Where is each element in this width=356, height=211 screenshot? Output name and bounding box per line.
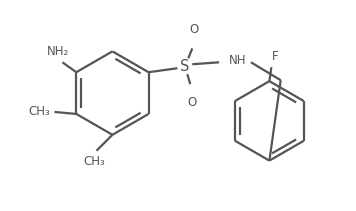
Text: O: O bbox=[188, 96, 197, 109]
Text: O: O bbox=[190, 23, 199, 37]
Text: CH₃: CH₃ bbox=[84, 155, 105, 168]
Text: NH₂: NH₂ bbox=[47, 45, 69, 58]
Text: F: F bbox=[272, 50, 279, 63]
Text: CH₃: CH₃ bbox=[29, 106, 51, 118]
Text: S: S bbox=[180, 59, 189, 74]
Text: NH: NH bbox=[229, 54, 247, 67]
